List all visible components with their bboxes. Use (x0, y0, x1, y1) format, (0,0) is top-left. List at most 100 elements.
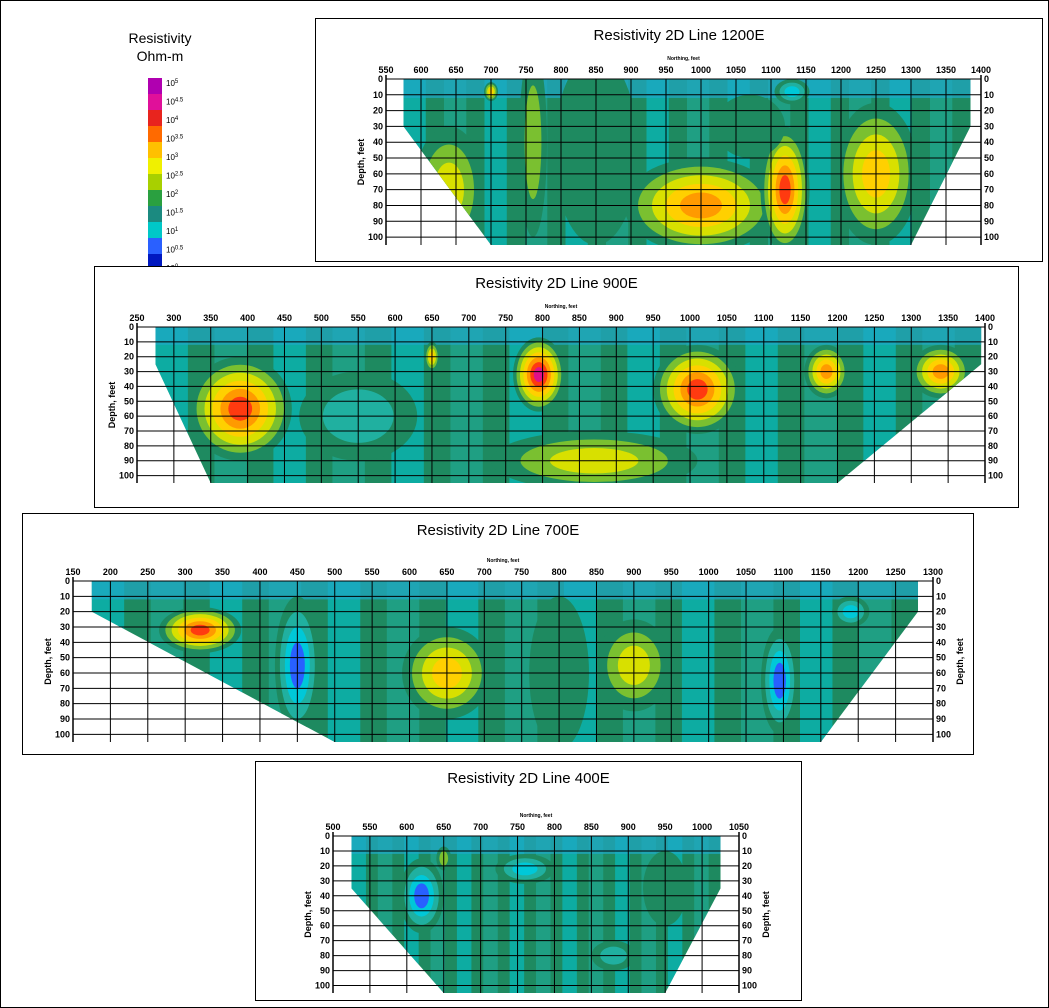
x-tick-label: 1150 (796, 65, 816, 75)
x-tick-label: 900 (623, 65, 638, 75)
y-tick-label: 40 (320, 891, 330, 901)
y-tick-label: 80 (124, 441, 134, 451)
section-plot: 250 300 350 400 450 500 550 600 650 700 750 800 850 9… (107, 304, 1003, 483)
x-tick-label: 1300 (923, 567, 943, 577)
x-tick-label: 250 (129, 313, 144, 323)
x-tick-label: 750 (510, 822, 525, 832)
y-tick-label: 50 (373, 153, 383, 163)
x-tick-label: 1300 (901, 65, 921, 75)
y-tick-label-right: 70 (742, 936, 752, 946)
legend-swatch (148, 206, 162, 222)
x-axis-label: Northing, feet (667, 56, 700, 62)
legend-swatch (148, 110, 162, 126)
x-tick-label: 650 (424, 313, 439, 323)
legend-colorbar: 105 104.5 104 103.5 103 102.5 102 101.5 101 100.5… (148, 78, 184, 286)
x-tick-label: 1150 (811, 567, 831, 577)
panel-title: Resistivity 2D Line 900E (475, 275, 638, 292)
x-tick-label: 450 (277, 313, 292, 323)
legend-label: 104 (166, 116, 179, 125)
legend-label: 101.5 (166, 209, 184, 218)
y-tick-label-right: 10 (984, 90, 994, 100)
y-tick-label: 0 (325, 831, 330, 841)
contour-band (687, 379, 708, 400)
y-tick-label: 10 (320, 846, 330, 856)
y-tick-label-right: 0 (936, 576, 941, 586)
section-plot: 550 600 650 700 750 800 850 900 950 1000 1050 1100 1… (356, 56, 999, 245)
y-tick-label-right: 80 (742, 951, 752, 961)
x-tick-label: 1200 (828, 313, 848, 323)
legend-label: 104.5 (166, 98, 184, 107)
y-tick-label: 30 (60, 622, 70, 632)
y-tick-label-right: 30 (936, 622, 946, 632)
x-tick-label: 1000 (691, 65, 711, 75)
x-axis-label: Northing, feet (520, 813, 553, 819)
y-tick-label-right: 30 (984, 121, 994, 131)
y-tick-label-right: 30 (988, 367, 998, 377)
y-tick-label: 20 (320, 861, 330, 871)
y-tick-label: 90 (124, 456, 134, 466)
legend-swatch (148, 158, 162, 174)
x-tick-label: 1000 (680, 313, 700, 323)
y-tick-label: 40 (60, 637, 70, 647)
x-tick-label: 900 (621, 822, 636, 832)
y-tick-label: 90 (60, 714, 70, 724)
x-tick-label: 600 (402, 567, 417, 577)
x-tick-label: 1050 (736, 567, 756, 577)
x-tick-label: 1300 (901, 313, 921, 323)
y-tick-label: 0 (378, 74, 383, 84)
y-tick-label: 70 (60, 683, 70, 693)
y-tick-label: 70 (124, 426, 134, 436)
y-tick-label-right: 40 (742, 891, 752, 901)
x-tick-label: 950 (664, 567, 679, 577)
x-tick-label: 950 (646, 313, 661, 323)
y-tick-label-right: 10 (742, 846, 752, 856)
panel-line-400e: Resistivity 2D Line 400E 500 550 600 650 700… (255, 761, 802, 1001)
panel-title: Resistivity 2D Line 700E (416, 522, 580, 539)
legend-label: 101 (166, 227, 179, 236)
legend-swatch (148, 222, 162, 238)
y-tick-label-right: 100 (936, 729, 951, 739)
y-tick-label-right: 100 (984, 232, 999, 242)
y-axis-label-right: Depth, feet (761, 891, 771, 938)
grid (136, 326, 986, 483)
y-tick-label: 50 (124, 396, 134, 406)
resistivity-section (155, 327, 982, 483)
x-tick-label: 550 (365, 567, 380, 577)
y-axis-label: Depth, feet (43, 638, 53, 685)
y-tick-label-right: 60 (936, 668, 946, 678)
x-tick-label: 550 (378, 65, 393, 75)
legend-title: Resistivity (128, 30, 192, 46)
x-tick-label: 600 (413, 65, 428, 75)
contour-band (784, 86, 800, 98)
y-tick-label-right: 60 (984, 169, 994, 179)
y-axis-label: Depth, feet (303, 891, 313, 938)
y-tick-label-right: 90 (742, 966, 752, 976)
y-tick-label: 20 (124, 352, 134, 362)
x-tick-label: 1000 (692, 822, 712, 832)
y-tick-label: 70 (373, 185, 383, 195)
grid (332, 835, 740, 993)
y-tick-label: 30 (373, 121, 383, 131)
y-tick-label-right: 80 (988, 441, 998, 451)
y-tick-label-right: 50 (742, 906, 752, 916)
contour-band (228, 396, 253, 421)
x-tick-label: 300 (166, 313, 181, 323)
legend-unit: Ohm-m (136, 48, 184, 64)
legend-label: 103 (166, 153, 179, 162)
x-tick-label: 750 (518, 65, 533, 75)
x-tick-label: 400 (240, 313, 255, 323)
x-tick-label: 650 (448, 65, 463, 75)
x-tick-label: 650 (436, 822, 451, 832)
x-tick-label: 1000 (699, 567, 719, 577)
x-tick-label: 950 (658, 65, 673, 75)
x-tick-label: 850 (584, 822, 599, 832)
x-tick-label: 1150 (791, 313, 811, 323)
y-tick-label-right: 20 (984, 106, 994, 116)
y-tick-label-right: 90 (984, 216, 994, 226)
panel-line-1200e: Resistivity 2D Line 1200E 550 600 650 700 75… (315, 18, 1043, 262)
x-tick-label: 1250 (866, 65, 886, 75)
y-tick-label-right: 50 (936, 653, 946, 663)
x-tick-label: 950 (658, 822, 673, 832)
y-tick-label: 10 (60, 591, 70, 601)
